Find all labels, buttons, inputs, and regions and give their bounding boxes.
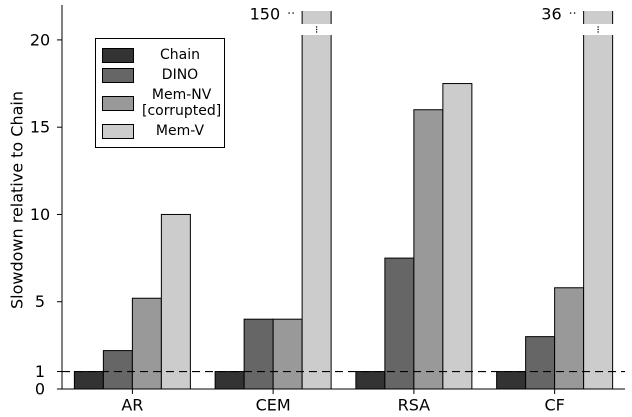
bar — [73, 371, 104, 390]
break-dot — [315, 26, 318, 28]
value-label: 150 — [250, 5, 281, 24]
bar — [413, 109, 444, 390]
bar — [272, 318, 303, 390]
break-dot — [597, 28, 599, 31]
bar — [355, 371, 386, 390]
bar — [301, 11, 332, 390]
bar — [214, 371, 245, 390]
legend: Chain DINO Mem-NV [corrupted] Mem-V — [95, 38, 225, 148]
value-label: 36 — [541, 5, 561, 24]
break-dot — [597, 31, 599, 33]
legend-label: Mem-V — [155, 123, 205, 139]
legend-label: Chain — [160, 47, 200, 63]
legend-item: DINO — [102, 67, 218, 83]
x-tick-label: CEM — [256, 396, 291, 415]
y-tick-label: 15 — [30, 118, 50, 137]
legend-label: Mem-NV [corrupted] — [142, 87, 222, 119]
x-tick-label: AR — [121, 396, 143, 415]
leader-dot — [573, 12, 576, 14]
y-tick-label: 20 — [30, 30, 50, 49]
bar — [160, 213, 191, 390]
legend-label: DINO — [161, 67, 199, 83]
x-tick-label: CF — [544, 396, 564, 415]
break-dot — [315, 28, 318, 31]
bar — [384, 257, 415, 390]
bar — [583, 11, 614, 390]
bar — [131, 297, 162, 390]
y-tick-label: 5 — [35, 292, 45, 311]
bar — [442, 83, 473, 390]
bar — [525, 336, 556, 390]
y-axis-label: Slowdown relative to Chain — [8, 91, 27, 309]
legend-swatch — [102, 67, 134, 83]
leader-dot — [569, 12, 572, 14]
leader-dot — [292, 12, 294, 14]
bar — [243, 318, 274, 390]
legend-swatch — [102, 47, 134, 63]
legend-swatch — [102, 95, 134, 111]
legend-item: Mem-V — [102, 123, 218, 139]
x-tick-label: RSA — [398, 396, 431, 415]
bar — [554, 287, 585, 390]
break-dot — [315, 31, 318, 33]
y-tick-label: 10 — [30, 205, 50, 224]
bar — [102, 350, 133, 390]
leader-dot — [288, 12, 290, 14]
legend-item: Mem-NV [corrupted] — [102, 87, 222, 119]
break-dot — [597, 26, 599, 28]
y-tick-label: 1 — [35, 362, 45, 381]
y-tick-label: 0 — [35, 380, 45, 399]
legend-swatch — [102, 123, 134, 139]
bar — [496, 371, 527, 390]
legend-item: Chain — [102, 47, 218, 63]
